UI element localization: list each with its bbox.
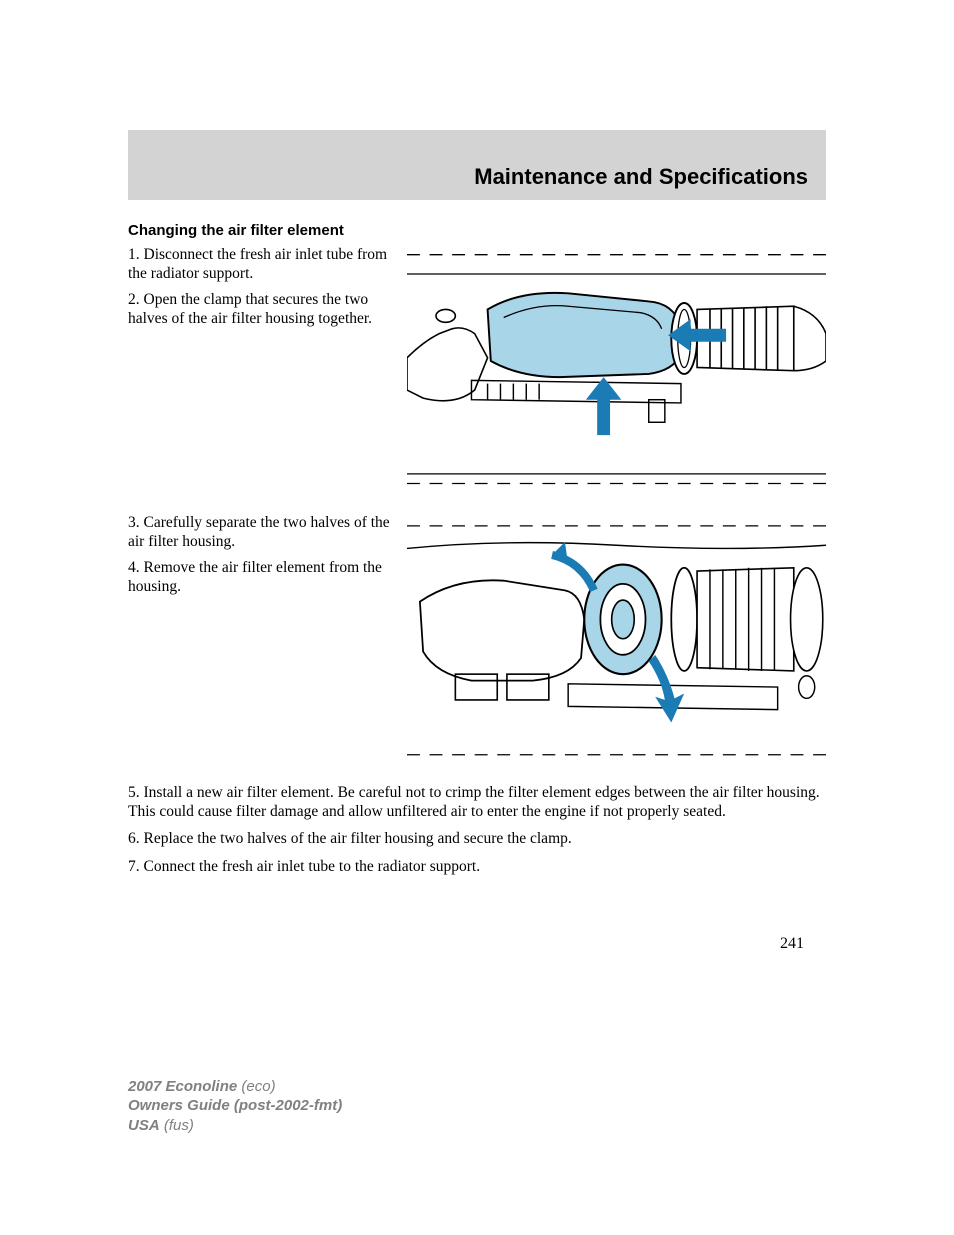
chapter-header-band: Maintenance and Specifications xyxy=(128,130,826,200)
content-row-1: 1. Disconnect the fresh air inlet tube f… xyxy=(128,245,826,503)
full-width-text: 5. Install a new air filter element. Be … xyxy=(128,783,826,877)
step-5: 5. Install a new air filter element. Be … xyxy=(128,783,826,822)
page-number: 241 xyxy=(780,935,804,953)
content-row-2: 3. Carefully separate the two halves of … xyxy=(128,513,826,771)
step-3: 3. Carefully separate the two halves of … xyxy=(128,513,393,552)
footer-block: 2007 Econoline (eco) Owners Guide (post-… xyxy=(128,1077,342,1136)
step-6: 6. Replace the two halves of the air fil… xyxy=(128,829,826,848)
step-1: 1. Disconnect the fresh air inlet tube f… xyxy=(128,245,393,284)
page-container: Maintenance and Specifications Changing … xyxy=(0,0,954,876)
step-2: 2. Open the clamp that secures the two h… xyxy=(128,290,393,329)
section-heading: Changing the air filter element xyxy=(128,222,826,239)
figure-1-container xyxy=(407,245,826,503)
figure-2-container xyxy=(407,513,826,771)
footer-line-2: Owners Guide (post-2002-fmt) xyxy=(128,1096,342,1116)
step-7: 7. Connect the fresh air inlet tube to t… xyxy=(128,857,826,876)
footer-line-1: 2007 Econoline (eco) xyxy=(128,1077,342,1097)
footer-line-3: USA (fus) xyxy=(128,1116,342,1136)
air-filter-open-diagram xyxy=(407,513,826,771)
text-column-2: 3. Carefully separate the two halves of … xyxy=(128,513,393,771)
step-4: 4. Remove the air filter element from th… xyxy=(128,558,393,597)
arrow-up-icon xyxy=(586,377,621,435)
arrow-curve-up-icon xyxy=(552,555,594,590)
text-column-1: 1. Disconnect the fresh air inlet tube f… xyxy=(128,245,393,503)
chapter-title: Maintenance and Specifications xyxy=(474,164,808,190)
air-filter-closed-diagram xyxy=(407,245,826,503)
